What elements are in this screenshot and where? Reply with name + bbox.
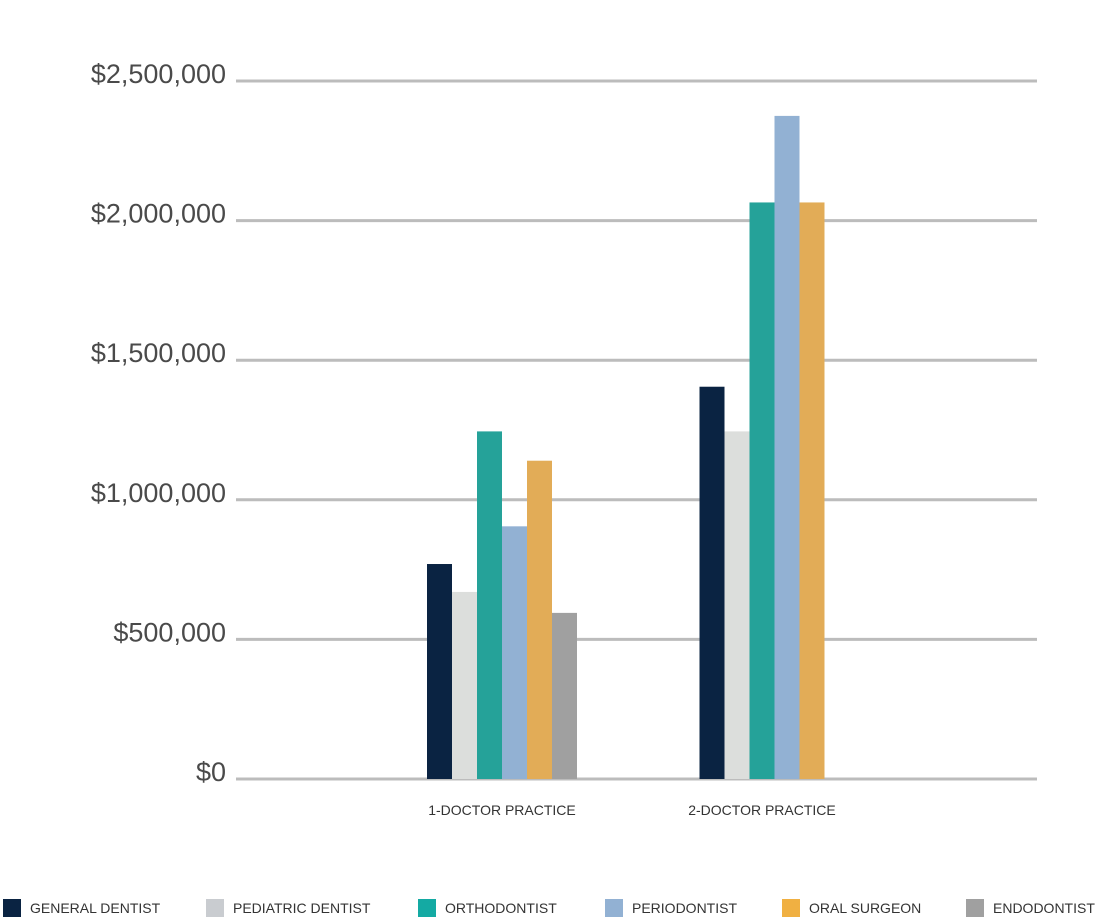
y-tick-label: $1,000,000 <box>91 478 226 508</box>
bars <box>427 115 825 779</box>
legend-swatch-oral-surgeon <box>782 899 800 917</box>
legend: GENERAL DENTIST PEDIATRIC DENTIST ORTHODON… <box>3 899 1095 917</box>
bar-orthodontist-1-doctor-practice <box>477 431 502 779</box>
legend-swatch-general-dentist <box>3 899 21 917</box>
legend-label-oral-surgeon: ORAL SURGEON <box>809 900 921 916</box>
bar-general-dentist-2-doctor-practice <box>699 386 725 779</box>
gridlines <box>236 79 1037 781</box>
y-tick-label: $2,000,000 <box>91 199 226 229</box>
legend-swatch-periodontist <box>605 899 623 917</box>
y-tick-label: $2,500,000 <box>91 59 226 89</box>
bar-oral-surgeon-2-doctor-practice <box>799 202 825 779</box>
bar-general-dentist-1-doctor-practice <box>427 564 452 779</box>
x-tick-label: 2-DOCTOR PRACTICE <box>688 802 836 818</box>
legend-label-periodontist: PERIODONTIST <box>632 900 737 916</box>
legend-label-endodontist: ENDODONTIST <box>993 900 1095 916</box>
bar-periodontist-2-doctor-practice <box>774 115 800 779</box>
bar-orthodontist-2-doctor-practice <box>749 202 775 779</box>
legend-label-general-dentist: GENERAL DENTIST <box>30 900 161 916</box>
bar-periodontist-1-doctor-practice <box>502 526 527 779</box>
legend-swatch-pediatric-dentist <box>206 899 224 917</box>
legend-swatch-orthodontist <box>418 899 436 917</box>
legend-swatch-endodontist <box>966 899 984 917</box>
bar-endodontist-1-doctor-practice <box>552 612 577 779</box>
y-tick-label: $0 <box>196 757 226 787</box>
bar-pediatric-dentist-2-doctor-practice <box>724 431 750 779</box>
bar-oral-surgeon-1-doctor-practice <box>527 460 552 779</box>
bar-pediatric-dentist-1-doctor-practice <box>452 591 477 779</box>
y-tick-label: $500,000 <box>113 617 226 647</box>
x-axis-category-labels: 1-DOCTOR PRACTICE 2-DOCTOR PRACTICE <box>428 802 836 818</box>
x-tick-label: 1-DOCTOR PRACTICE <box>428 802 576 818</box>
legend-label-pediatric-dentist: PEDIATRIC DENTIST <box>233 900 371 916</box>
y-tick-label: $1,500,000 <box>91 338 226 368</box>
legend-label-orthodontist: ORTHODONTIST <box>445 900 557 916</box>
y-axis-tick-labels: $0 $500,000 $1,000,000 $1,500,000 $2,000,000… <box>91 59 226 787</box>
